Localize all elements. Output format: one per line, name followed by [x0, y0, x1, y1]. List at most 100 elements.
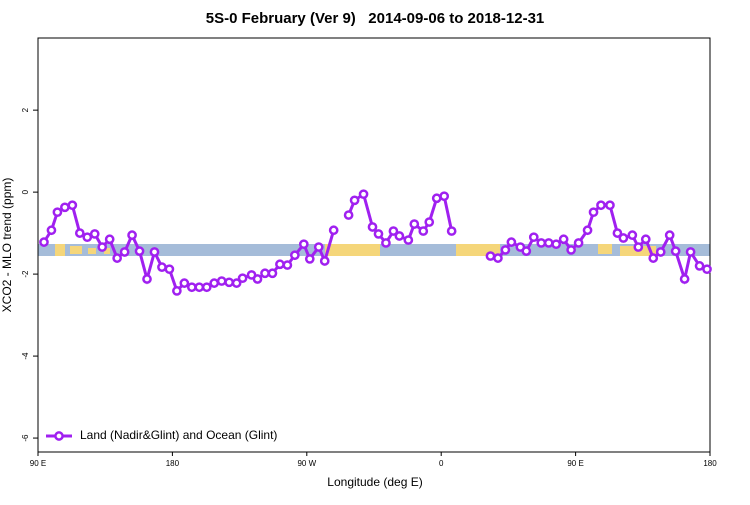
- point: [67, 200, 78, 211]
- point: [367, 222, 378, 232]
- point: [664, 230, 675, 241]
- y-tick-label: -2: [21, 270, 30, 278]
- point: [260, 268, 270, 279]
- point: [298, 239, 309, 250]
- x-tick-label: 180: [703, 459, 717, 468]
- point: [670, 246, 681, 256]
- point: [216, 276, 227, 286]
- legend-label: Land (Nadir&Glint) and Ocean (Glint): [80, 428, 277, 442]
- point: [388, 226, 399, 236]
- point: [431, 193, 442, 204]
- y-tick-label: 2: [21, 107, 30, 112]
- point: [596, 200, 606, 211]
- point: [403, 235, 414, 245]
- point: [134, 246, 145, 256]
- point: [551, 239, 562, 250]
- point: [319, 256, 330, 266]
- point: [304, 254, 315, 264]
- x-tick-label: 90 E: [567, 459, 583, 468]
- point: [275, 259, 285, 270]
- point: [46, 225, 57, 236]
- x-axis-label: Longitude (deg E): [327, 475, 422, 489]
- point: [358, 189, 369, 200]
- point: [349, 195, 360, 206]
- point: [179, 278, 190, 288]
- point: [119, 247, 130, 257]
- point: [612, 228, 623, 238]
- point: [82, 232, 93, 243]
- point: [694, 261, 705, 271]
- point: [157, 262, 167, 272]
- point: [521, 246, 532, 256]
- legend-marker: [54, 431, 64, 441]
- point: [566, 245, 576, 255]
- point: [231, 278, 242, 288]
- point: [282, 260, 293, 270]
- point: [172, 286, 182, 296]
- point: [702, 264, 712, 275]
- point: [112, 253, 122, 263]
- y-tick-label: -6: [21, 434, 30, 442]
- point: [328, 225, 339, 236]
- x-tick-label: 90 E: [30, 459, 46, 468]
- point: [485, 251, 496, 261]
- point: [313, 242, 324, 252]
- x-tick-label: 0: [439, 459, 444, 468]
- point: [60, 202, 70, 213]
- chart-title: 5S-0 February (Ver 9) 2014-09-06 to 2018…: [206, 10, 545, 27]
- point: [679, 274, 690, 284]
- point: [446, 226, 457, 236]
- point: [164, 264, 175, 275]
- y-tick-label: -4: [21, 352, 30, 360]
- point: [186, 282, 197, 293]
- plot-frame: [37, 37, 711, 453]
- point: [142, 274, 152, 284]
- point: [201, 282, 212, 293]
- x-tick-label: 90 W: [297, 459, 316, 468]
- point: [373, 229, 384, 239]
- y-tick-label: 0: [21, 189, 30, 194]
- point: [500, 245, 511, 255]
- point: [648, 253, 659, 263]
- point: [267, 268, 278, 279]
- x-tick-label: 180: [166, 459, 180, 468]
- point: [290, 250, 300, 261]
- point: [439, 191, 450, 202]
- point: [536, 238, 547, 248]
- point: [506, 237, 517, 247]
- point: [543, 238, 554, 248]
- point: [424, 217, 435, 227]
- point: [582, 225, 593, 236]
- point: [394, 231, 405, 241]
- point: [605, 200, 615, 211]
- point: [104, 234, 115, 245]
- point: [573, 238, 584, 248]
- point: [640, 234, 651, 245]
- point: [224, 277, 234, 288]
- point: [52, 207, 63, 218]
- point: [685, 247, 696, 257]
- point: [381, 238, 391, 248]
- point: [39, 237, 49, 247]
- point: [149, 247, 160, 257]
- point: [528, 232, 539, 243]
- point: [74, 228, 85, 238]
- point: [97, 242, 108, 252]
- point: [252, 274, 263, 284]
- point: [558, 234, 569, 245]
- point: [618, 233, 629, 243]
- point: [633, 242, 644, 252]
- point: [127, 230, 137, 241]
- point: [655, 247, 666, 257]
- point: [343, 210, 354, 220]
- y-axis-label: XCO2 - MLO trend (ppm): [0, 178, 14, 313]
- point: [588, 207, 599, 218]
- point: [209, 278, 220, 288]
- point: [89, 229, 100, 239]
- point: [237, 273, 248, 284]
- point: [627, 230, 638, 241]
- point: [194, 282, 205, 293]
- point: [409, 219, 420, 229]
- point: [418, 226, 429, 236]
